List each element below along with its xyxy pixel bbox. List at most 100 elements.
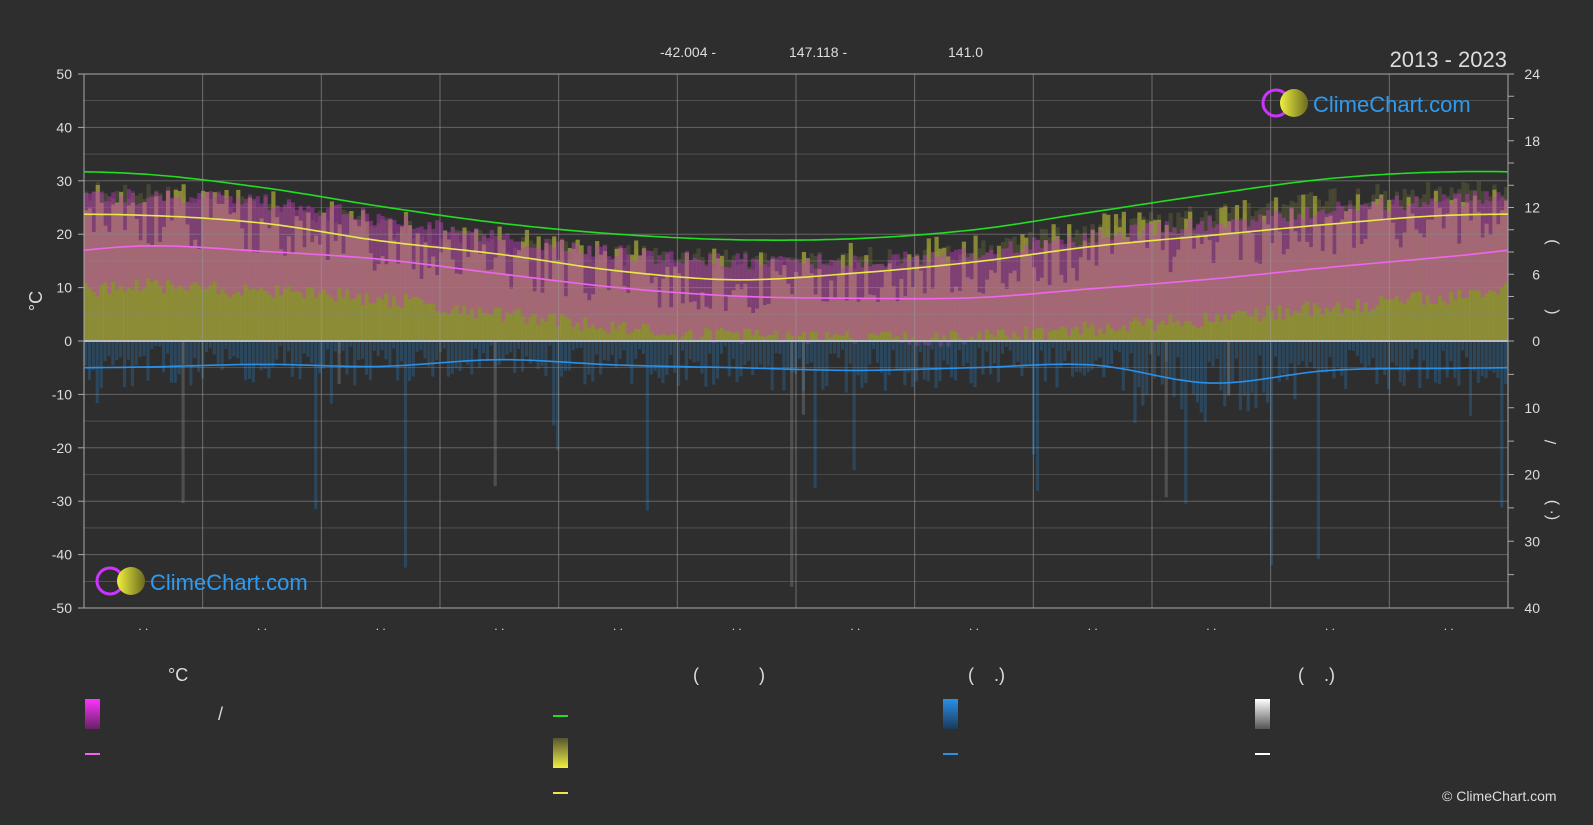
temp-band-bar xyxy=(1211,227,1216,323)
sunshine-bar xyxy=(1379,194,1384,341)
precip-bar xyxy=(138,341,142,358)
sunshine-bar xyxy=(103,225,108,341)
precip-bar xyxy=(337,341,341,354)
precip-bar xyxy=(942,341,946,361)
temp-band-bar xyxy=(1480,203,1485,298)
sunshine-bar xyxy=(626,292,631,341)
temp-band-bar xyxy=(376,213,381,297)
precip-bar xyxy=(204,341,209,353)
sunshine-bar xyxy=(189,247,194,341)
logo-top-text: ClimeChart.com xyxy=(1313,92,1471,117)
sunshine-bar xyxy=(501,239,506,341)
sunshine-bar xyxy=(595,241,600,341)
right-hours-tick-label: 0 xyxy=(1532,333,1540,349)
temp-band-bar xyxy=(571,243,576,327)
sunshine-bar xyxy=(146,243,151,341)
precip-bar xyxy=(1043,341,1047,382)
sunshine-bar xyxy=(563,296,569,341)
temp-band-bar xyxy=(1250,219,1255,317)
temp-band-bar xyxy=(439,222,444,314)
sunshine-bar xyxy=(134,219,139,341)
sunshine-bar xyxy=(1028,255,1033,341)
temp-band-bar xyxy=(1441,194,1446,302)
sunshine-bar xyxy=(1273,197,1279,341)
precip-bar xyxy=(181,341,185,364)
temp-band-bar xyxy=(95,190,100,297)
precip-bar xyxy=(1457,341,1461,386)
temp-band-bar xyxy=(99,191,104,286)
sunshine-bar xyxy=(1445,213,1450,341)
daylight-bar xyxy=(751,269,756,341)
snow-bar xyxy=(1227,341,1231,396)
sunshine-bar xyxy=(813,294,818,341)
temp-band-bar xyxy=(474,228,479,319)
sunshine-bar xyxy=(1301,194,1306,341)
temp-band-bar xyxy=(1453,193,1458,300)
precip-bar xyxy=(1301,341,1305,362)
sunshine-bar xyxy=(903,296,908,341)
longitude-label: 147.118 - xyxy=(789,44,847,60)
precip-bar xyxy=(485,341,489,362)
precip-bar xyxy=(481,341,486,354)
temp-band-bar xyxy=(247,194,253,290)
temp-band-bar xyxy=(653,263,658,336)
sunshine-bar xyxy=(1500,210,1505,341)
sunshine-bar xyxy=(751,312,756,341)
sunshine-bar xyxy=(497,226,502,341)
precip-bar xyxy=(497,341,501,365)
precip-bar xyxy=(751,341,755,375)
temp-band-bar xyxy=(700,261,705,337)
temp-band-bar xyxy=(1336,201,1341,303)
sunshine-bar xyxy=(240,228,245,341)
sunshine-bar xyxy=(282,255,288,341)
precip-bar xyxy=(255,341,259,364)
temp-band-bar xyxy=(251,198,256,289)
temp-band-bar xyxy=(1227,220,1232,320)
precip-bar xyxy=(329,341,333,404)
precip-bar xyxy=(1422,341,1426,361)
sunshine-bar xyxy=(926,238,931,341)
temp-band-bar xyxy=(1176,233,1181,321)
temp-band-bar xyxy=(1410,203,1415,294)
precip-bar xyxy=(259,341,263,371)
precip-bar xyxy=(809,341,813,363)
right-axis-paren-lower: (· ) xyxy=(1543,500,1560,520)
sunshine-bar xyxy=(680,303,686,341)
temp-band-bar xyxy=(1180,229,1185,327)
right-hours-tick-label: 24 xyxy=(1524,66,1540,82)
temp-band-bar xyxy=(134,204,139,280)
precip-bar xyxy=(989,341,993,375)
temp-band-bar xyxy=(1121,238,1126,326)
sunshine-bar xyxy=(321,212,327,341)
precip-bar xyxy=(1199,341,1203,413)
temp-band-bar xyxy=(1246,226,1251,316)
daylight-bar xyxy=(708,252,713,341)
sunshine-bar xyxy=(302,247,307,341)
precip-bar xyxy=(1390,341,1395,363)
month-label: . . xyxy=(494,619,504,633)
precip-bar xyxy=(400,341,404,362)
left-tick-label: -40 xyxy=(52,547,72,563)
temp-band-bar xyxy=(1117,231,1123,330)
precip-bar xyxy=(661,341,665,384)
precip-bar xyxy=(961,341,965,367)
precip-bar xyxy=(1437,341,1441,385)
temp-band-bar xyxy=(189,197,194,285)
sunshine-bar xyxy=(314,235,319,341)
precip-bar xyxy=(267,341,271,379)
temp-band-bar xyxy=(368,220,373,304)
sunshine-bar xyxy=(1414,229,1419,341)
precip-bar xyxy=(587,341,591,375)
sunshine-bar xyxy=(559,240,565,341)
temp-band-bar xyxy=(1465,193,1470,298)
temp-band-bar xyxy=(1328,212,1333,312)
sunshine-bar xyxy=(790,294,795,341)
sunshine-bar xyxy=(641,248,647,341)
precip-bar xyxy=(474,341,478,349)
sunshine-bar xyxy=(298,220,303,341)
precip-bar xyxy=(290,341,294,377)
sunshine-bar xyxy=(1117,227,1123,341)
precip-bar xyxy=(372,341,376,351)
precip-bar xyxy=(1289,341,1293,364)
temp-band-bar xyxy=(1043,239,1048,341)
